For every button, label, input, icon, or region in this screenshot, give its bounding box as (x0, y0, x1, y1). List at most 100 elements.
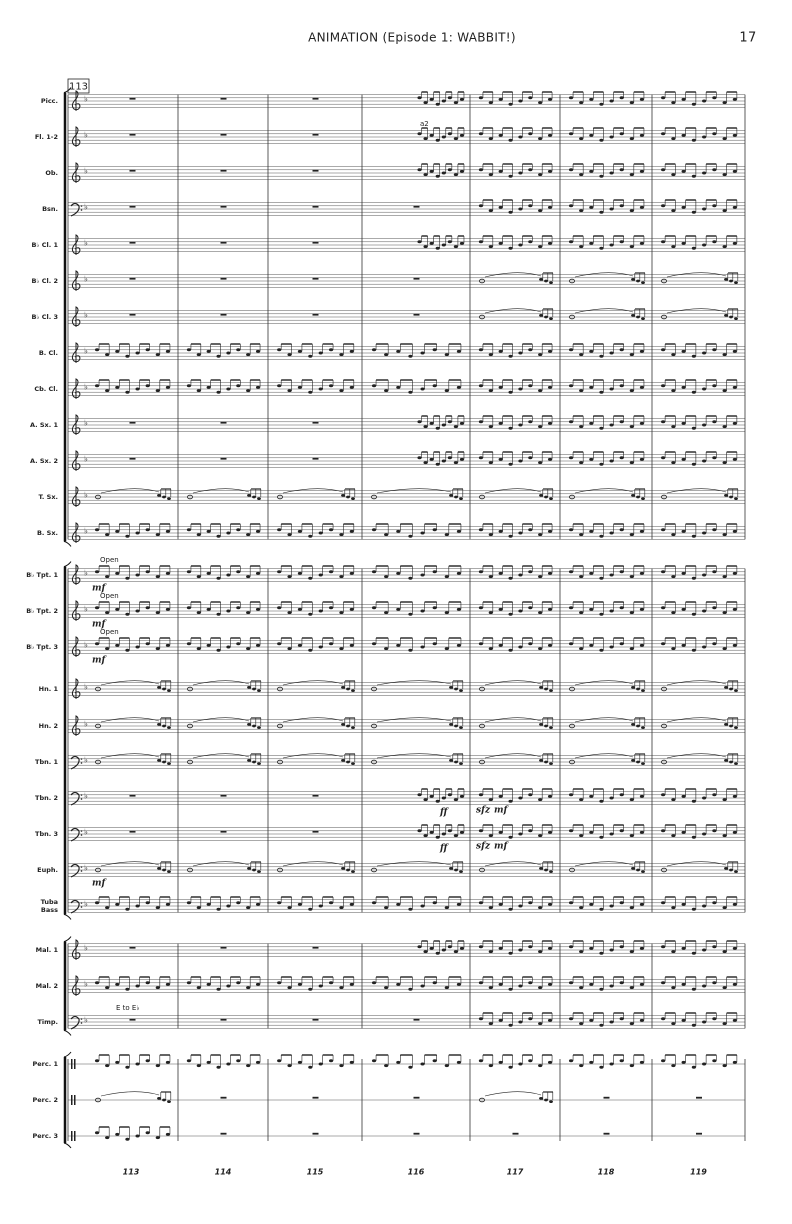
key-signature: ♭ (84, 347, 88, 356)
note-head (423, 245, 428, 249)
note-head (162, 1098, 166, 1102)
staff-label: T. Sx. (38, 493, 58, 501)
note-head (478, 1097, 485, 1103)
note-head (702, 645, 707, 649)
note-head (579, 986, 584, 990)
note-head (518, 832, 523, 836)
tie (100, 1091, 160, 1097)
tie (192, 680, 250, 686)
note-head (498, 982, 503, 986)
clef-dot (80, 866, 83, 868)
note-head (619, 1017, 624, 1021)
note-head (371, 1059, 377, 1063)
note-head (712, 96, 717, 100)
note-head (115, 643, 120, 647)
note-head (498, 830, 503, 834)
key-signature: ♭ (84, 167, 88, 176)
note-head (196, 611, 201, 615)
rest (220, 277, 227, 280)
note-head (252, 687, 256, 691)
key-signature: ♭ (84, 95, 88, 104)
key-signature: ♭ (84, 239, 88, 248)
note-head (196, 533, 201, 537)
note-head (351, 870, 355, 873)
tie (192, 488, 250, 494)
note-head (568, 570, 574, 574)
note-head (145, 901, 150, 905)
note-head (661, 204, 666, 208)
note-head (609, 243, 614, 247)
note-head (478, 314, 485, 320)
note-head (432, 528, 437, 532)
bass-clef (70, 1015, 80, 1030)
note-head (417, 829, 422, 833)
note-head (297, 643, 303, 647)
rest (129, 1018, 136, 1021)
note-head (246, 533, 251, 537)
note-head (681, 97, 686, 101)
rest (312, 830, 319, 833)
note-head (631, 686, 635, 689)
note-head (641, 497, 645, 500)
note-head (435, 951, 440, 955)
note-head (186, 528, 192, 532)
note-head (206, 529, 211, 533)
note-head (589, 607, 594, 611)
note-head (732, 1060, 737, 1064)
key-signature: ♭ (84, 275, 88, 284)
note-head (549, 281, 553, 284)
note-head (528, 1059, 533, 1063)
note-head (157, 1097, 161, 1100)
bracket-end (63, 1142, 72, 1149)
staff-label: Perc. 1 (33, 1060, 59, 1068)
note-head (538, 425, 543, 429)
clef-dot (80, 762, 83, 764)
note-head (456, 902, 462, 906)
note-head (277, 606, 282, 610)
note-head (478, 132, 484, 136)
note-head (639, 607, 645, 611)
note-head (145, 1131, 150, 1135)
note-head (722, 1022, 727, 1026)
note-head (459, 870, 463, 873)
note-head (732, 169, 737, 173)
note-head (145, 384, 150, 388)
note-head (712, 420, 717, 424)
tie (484, 680, 542, 686)
note-head (206, 982, 211, 986)
marking: ff (439, 844, 449, 854)
note-head (569, 759, 576, 765)
note-head (408, 648, 413, 652)
note-head (629, 834, 634, 838)
rest (129, 830, 136, 833)
note-head (722, 1064, 727, 1068)
note-head (518, 531, 523, 535)
note-head (547, 529, 553, 533)
note-head (619, 945, 624, 949)
note-head (538, 1064, 543, 1068)
note-head (641, 726, 645, 729)
note-head (671, 1064, 676, 1068)
note-head (420, 387, 425, 391)
note-head (599, 102, 604, 106)
note-head (671, 906, 676, 910)
note-head (371, 528, 377, 532)
note-head (155, 1136, 160, 1140)
note-head (444, 353, 449, 357)
note-head (186, 606, 192, 610)
note-head (432, 606, 437, 610)
note-head (589, 169, 594, 173)
note-head (328, 642, 334, 646)
note-head (396, 607, 401, 611)
note-head (165, 349, 171, 353)
note-head (691, 1023, 696, 1027)
note-head (539, 723, 543, 726)
note-head (609, 531, 614, 535)
tie (282, 680, 344, 686)
staff-label: Picc. (41, 97, 58, 105)
staff-label: B♭ Cl. 3 (31, 313, 58, 321)
note-head (671, 1022, 676, 1026)
note-head (447, 829, 452, 833)
note-head (636, 495, 640, 499)
note-head (328, 901, 334, 905)
